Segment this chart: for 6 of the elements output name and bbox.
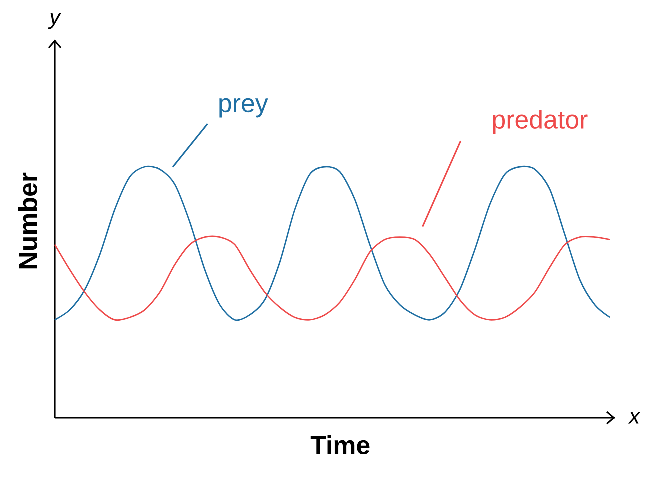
y-axis-title: Number (18, 172, 38, 269)
x-axis-title: Time (310, 436, 370, 455)
text: predator (493, 110, 588, 134)
text: x (628, 412, 641, 424)
text: y (48, 13, 62, 30)
text: prey (220, 98, 268, 118)
